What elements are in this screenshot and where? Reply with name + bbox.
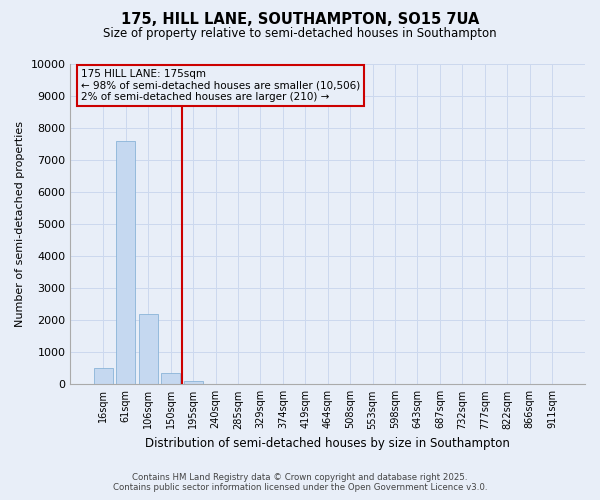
Text: Size of property relative to semi-detached houses in Southampton: Size of property relative to semi-detach… — [103, 28, 497, 40]
X-axis label: Distribution of semi-detached houses by size in Southampton: Distribution of semi-detached houses by … — [145, 437, 510, 450]
Bar — [161, 373, 180, 384]
Bar — [184, 381, 203, 384]
Text: Contains HM Land Registry data © Crown copyright and database right 2025.
Contai: Contains HM Land Registry data © Crown c… — [113, 473, 487, 492]
Text: 175, HILL LANE, SOUTHAMPTON, SO15 7UA: 175, HILL LANE, SOUTHAMPTON, SO15 7UA — [121, 12, 479, 28]
Text: 175 HILL LANE: 175sqm
← 98% of semi-detached houses are smaller (10,506)
2% of s: 175 HILL LANE: 175sqm ← 98% of semi-deta… — [81, 69, 360, 102]
Bar — [94, 368, 113, 384]
Bar — [116, 141, 136, 384]
Y-axis label: Number of semi-detached properties: Number of semi-detached properties — [15, 121, 25, 327]
Bar — [139, 314, 158, 384]
